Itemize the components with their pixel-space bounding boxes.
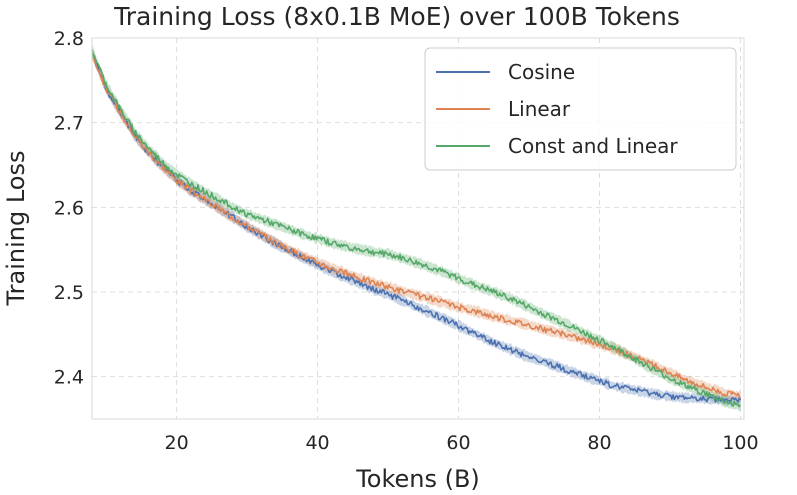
y-tick-label: 2.7 [54,113,84,135]
legend-box [424,47,737,171]
y-axis-ticks: 2.4 2.5 2.6 2.7 2.8 [54,28,84,389]
x-tick-label: 60 [446,432,470,454]
series-lines [91,49,742,408]
line-linear [91,53,742,400]
y-tick-label: 2.5 [54,282,84,304]
legend: Cosine Linear Const and Linear [424,47,737,171]
line-const-and-linear [91,49,742,408]
x-tick-label: 80 [587,432,611,454]
legend-label-cosine: Cosine [508,60,575,84]
x-axis-ticks: 20 40 60 80 100 [164,432,758,454]
y-tick-label: 2.6 [54,197,84,219]
chart-title: Training Loss (8x0.1B MoE) over 100B Tok… [113,2,680,31]
x-tick-label: 40 [305,432,329,454]
x-tick-label: 20 [164,432,188,454]
line-cosine [91,54,742,403]
y-axis-label: Training Loss [2,151,30,307]
y-tick-label: 2.4 [54,367,84,389]
legend-label-const-and-linear: Const and Linear [508,134,678,158]
plot-frame [91,37,745,420]
x-axis-label: Tokens (B) [355,465,480,493]
legend-label-linear: Linear [508,97,571,121]
x-tick-label: 100 [722,432,758,454]
y-tick-label: 2.8 [54,28,84,50]
